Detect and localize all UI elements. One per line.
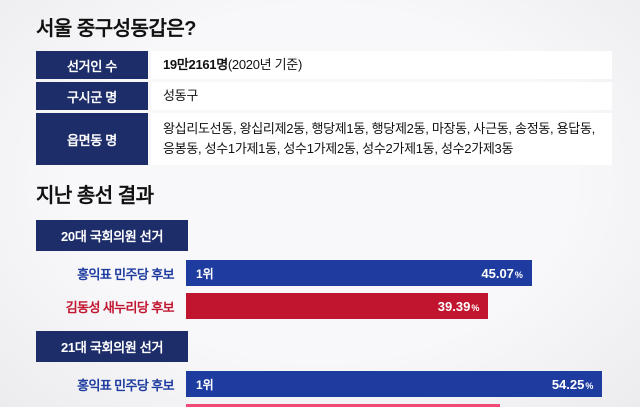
bar-track: 39.39% bbox=[186, 293, 612, 320]
info-value-district: 성동구 bbox=[151, 82, 612, 110]
bar-track: 1위 45.07% bbox=[186, 260, 612, 287]
percent-unit: % bbox=[471, 302, 480, 313]
candidate-label: 홍익표 민주당 후보 bbox=[77, 266, 175, 282]
election-badge-21: 21대 국회의원 선거 bbox=[36, 331, 189, 363]
bar-row: 진수희 미래통합당 후보 40.93% bbox=[36, 404, 612, 407]
info-row-neighborhoods: 읍면동 명 왕십리도선동, 왕십리제2동, 행당제1동, 행당제2동, 마장동,… bbox=[36, 113, 612, 166]
info-value-voters: 19만2161명 (2020년 기준) bbox=[151, 51, 612, 79]
district-info-table: 선거인 수 19만2161명 (2020년 기준) 구시군 명 성동구 읍면동 명… bbox=[36, 51, 612, 166]
percent-unit: % bbox=[585, 380, 594, 391]
candidate-label: 김동성 새누리당 후보 bbox=[65, 299, 175, 315]
bar-track: 40.93% bbox=[186, 404, 612, 407]
bar-row: 홍익표 민주당 후보 1위 45.07% bbox=[36, 260, 612, 287]
candidate-label: 홍익표 민주당 후보 bbox=[77, 377, 175, 393]
percent-unit: % bbox=[514, 269, 523, 280]
percent-value: 39.39 bbox=[437, 298, 471, 314]
info-label-voters: 선거인 수 bbox=[36, 51, 148, 79]
percent-label: 45.07% bbox=[481, 266, 532, 281]
rank-label: 1위 bbox=[196, 266, 214, 281]
info-row-district: 구시군 명 성동구 bbox=[36, 82, 612, 110]
result-bar: 1위 45.07% bbox=[186, 260, 532, 287]
bar-row: 홍익표 민주당 후보 1위 54.25% bbox=[36, 371, 612, 398]
percent-label: 54.25% bbox=[552, 377, 603, 392]
voters-basis: (2020년 기준) bbox=[227, 56, 302, 72]
info-label-district: 구시군 명 bbox=[36, 82, 148, 110]
voters-count: 19만2161명 bbox=[163, 56, 228, 72]
election-group-21: 21대 국회의원 선거 홍익표 민주당 후보 1위 54.25% 진수희 미래통… bbox=[36, 329, 612, 407]
result-bar: 1위 54.25% bbox=[186, 371, 603, 398]
election-badge-20: 20대 국회의원 선거 bbox=[36, 220, 189, 252]
percent-value: 54.25 bbox=[551, 376, 585, 392]
section-title: 지난 총선 결과 bbox=[36, 185, 154, 208]
result-bar: 40.93% bbox=[186, 404, 501, 407]
info-label-neighborhoods: 읍면동 명 bbox=[36, 113, 148, 166]
percent-label: 39.39% bbox=[438, 299, 489, 314]
page-title: 서울 중구성동갑은? bbox=[36, 18, 196, 40]
result-bar: 39.39% bbox=[186, 293, 489, 320]
info-row-voters: 선거인 수 19만2161명 (2020년 기준) bbox=[36, 51, 612, 79]
bar-row: 김동성 새누리당 후보 39.39% bbox=[36, 293, 612, 320]
info-value-neighborhoods: 왕십리도선동, 왕십리제2동, 행당제1동, 행당제2동, 마장동, 사근동, … bbox=[151, 113, 612, 166]
rank-label: 1위 bbox=[196, 377, 214, 392]
percent-value: 45.07 bbox=[481, 265, 514, 281]
bar-track: 1위 54.25% bbox=[186, 371, 612, 398]
election-group-20: 20대 국회의원 선거 홍익표 민주당 후보 1위 45.07% 김동성 새누리… bbox=[36, 218, 612, 320]
